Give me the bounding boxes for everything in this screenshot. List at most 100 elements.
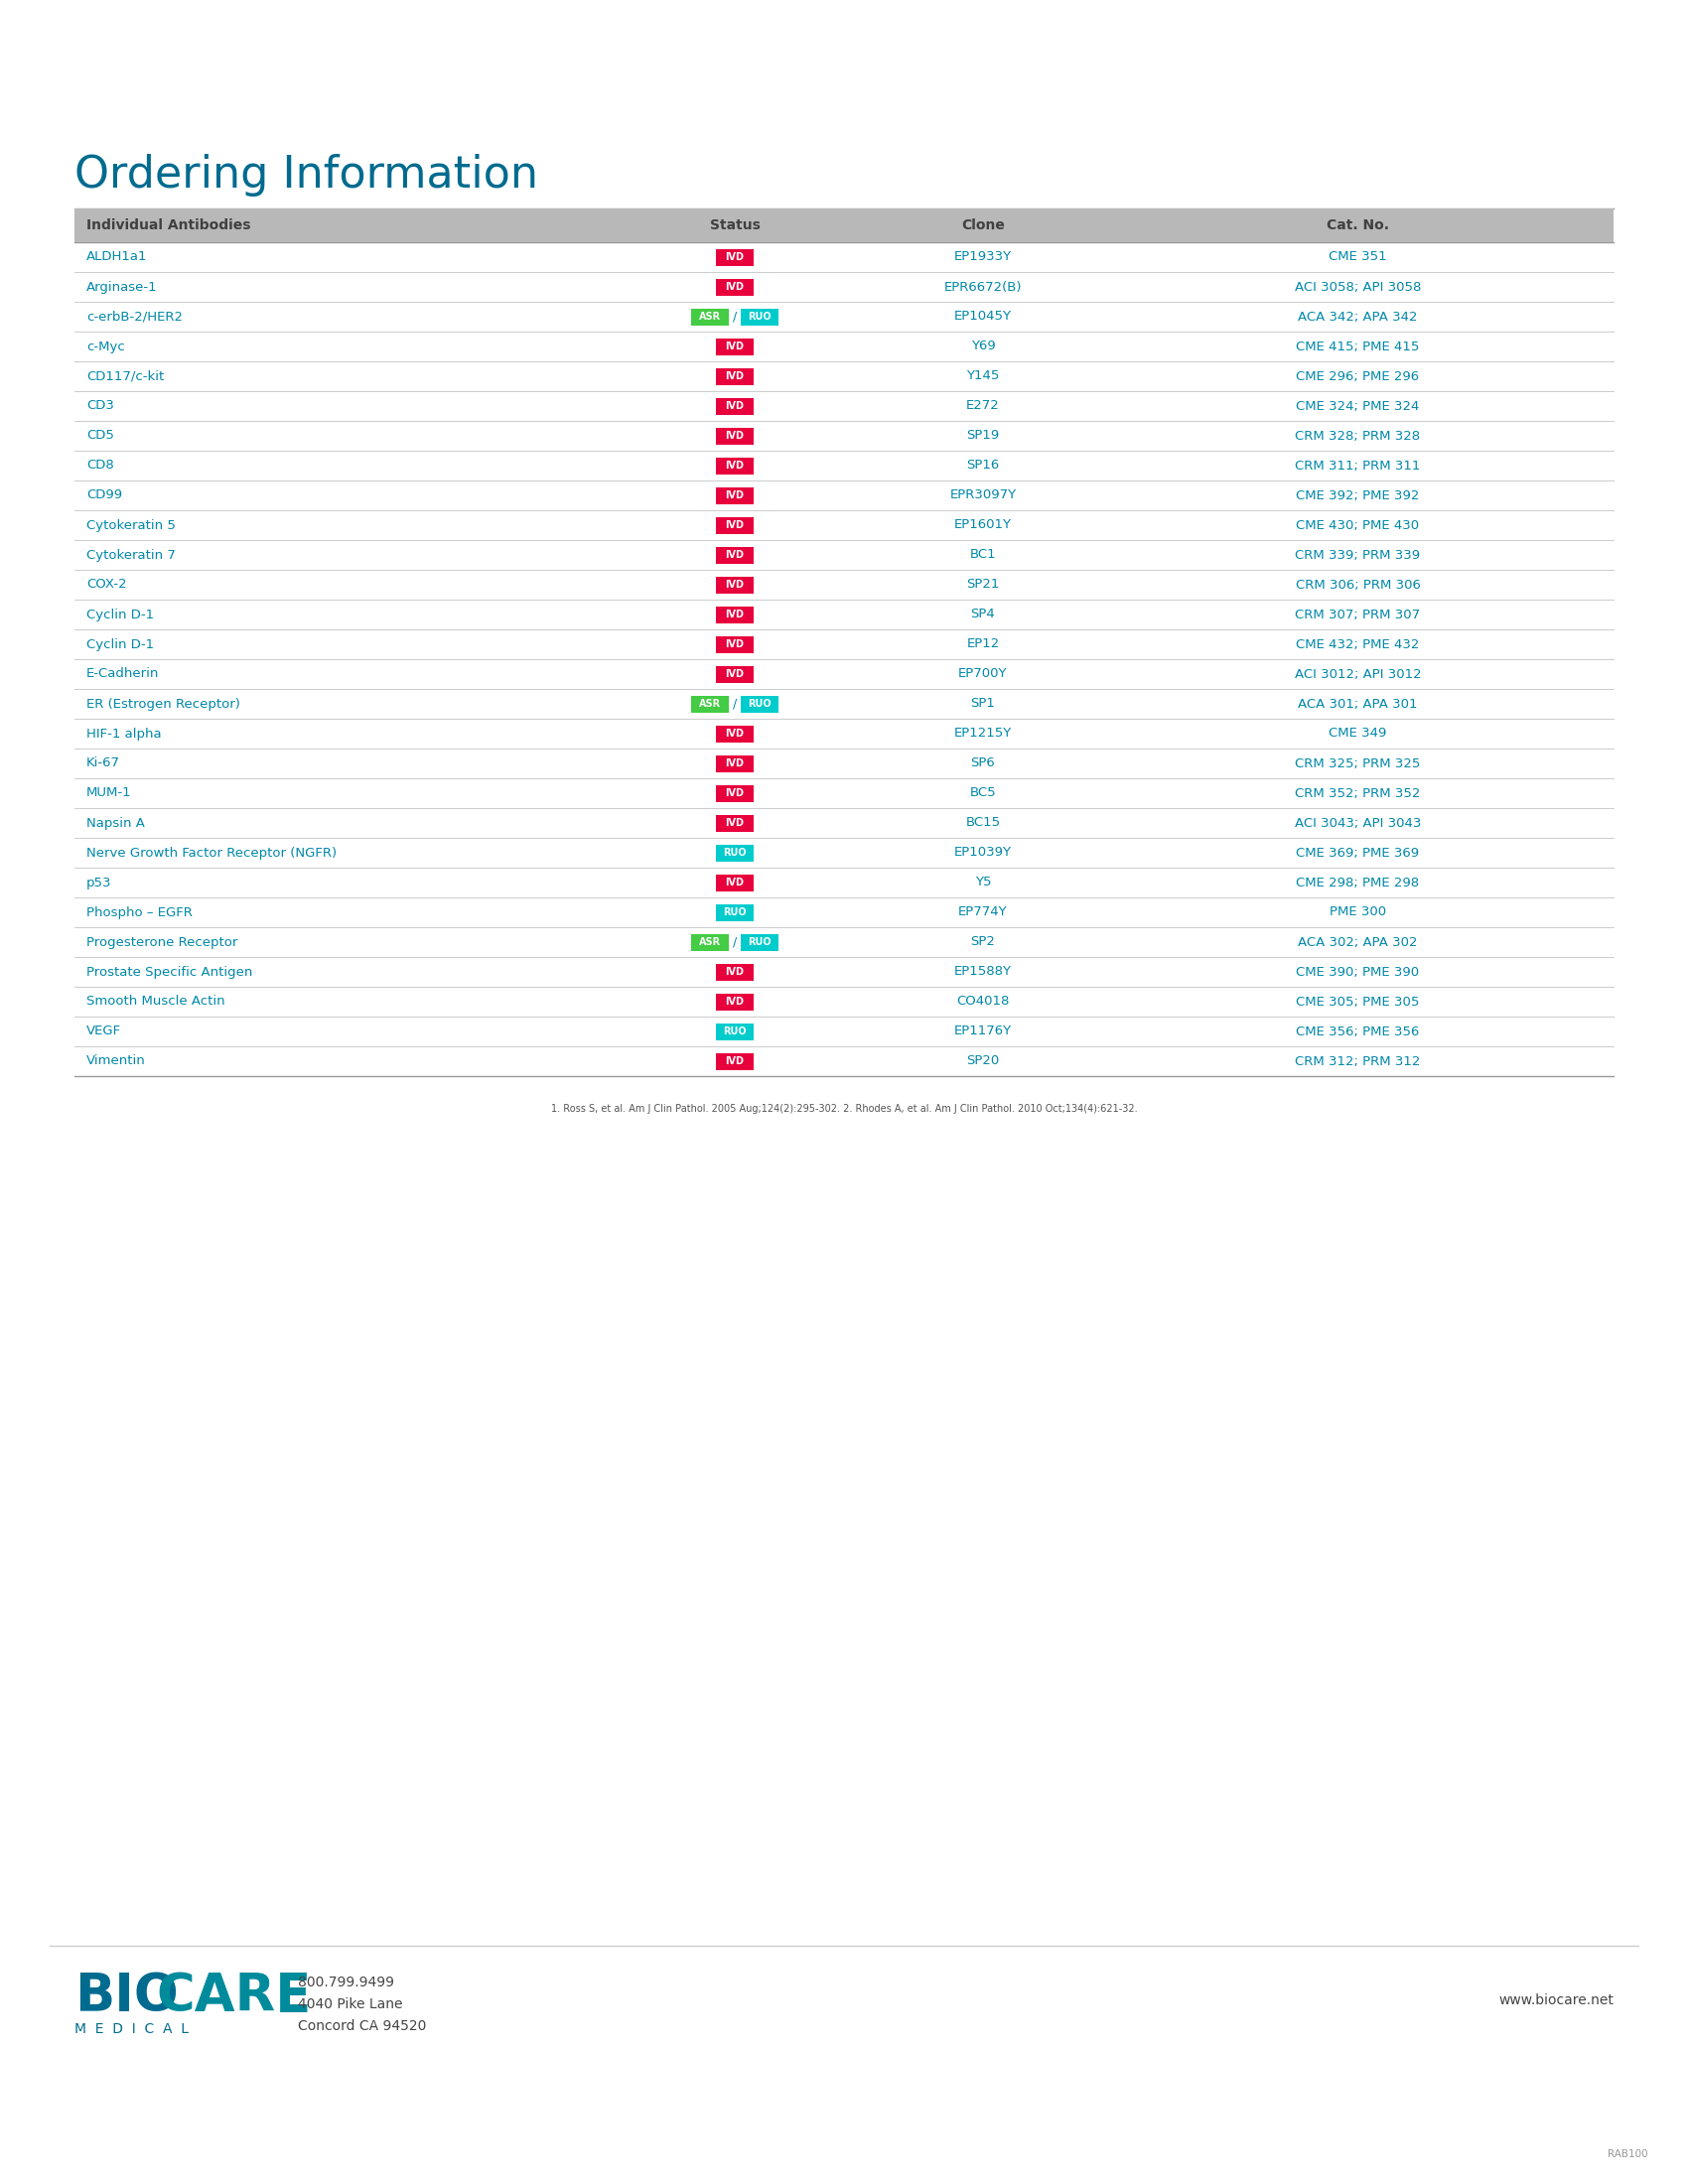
Text: SP20: SP20 <box>967 1055 999 1068</box>
Text: EP1933Y: EP1933Y <box>954 251 1011 264</box>
Text: CRM 306; PRM 306: CRM 306; PRM 306 <box>1295 579 1420 592</box>
Text: CRM 328; PRM 328: CRM 328; PRM 328 <box>1295 430 1421 441</box>
Text: IVD: IVD <box>726 579 744 590</box>
Bar <box>716 249 753 266</box>
Text: HIF-1 alpha: HIF-1 alpha <box>86 727 162 740</box>
Bar <box>716 756 753 771</box>
Bar <box>716 666 753 681</box>
Bar <box>741 308 778 325</box>
Text: EPR6672(B): EPR6672(B) <box>944 280 1021 293</box>
Bar <box>716 397 753 415</box>
Text: c-erbB-2/HER2: c-erbB-2/HER2 <box>86 310 182 323</box>
Text: VEGF: VEGF <box>86 1024 122 1037</box>
Text: IVD: IVD <box>726 461 744 470</box>
Text: COX-2: COX-2 <box>86 579 127 592</box>
Text: PME 300: PME 300 <box>1330 906 1386 919</box>
Bar <box>716 518 753 533</box>
Text: /: / <box>733 697 738 710</box>
Text: CO4018: CO4018 <box>957 996 1009 1009</box>
Text: IVD: IVD <box>726 819 744 828</box>
Text: Clone: Clone <box>960 218 1004 232</box>
Bar <box>716 994 753 1009</box>
Text: EP1045Y: EP1045Y <box>954 310 1011 323</box>
Text: CME 415; PME 415: CME 415; PME 415 <box>1296 341 1420 354</box>
Text: IVD: IVD <box>726 402 744 411</box>
Bar <box>690 935 729 950</box>
Text: M  E  D  I  C  A  L: M E D I C A L <box>74 2022 189 2035</box>
Text: ASR: ASR <box>699 312 721 321</box>
Text: EP1215Y: EP1215Y <box>954 727 1011 740</box>
Text: SP1: SP1 <box>971 697 996 710</box>
Text: Nerve Growth Factor Receptor (NGFR): Nerve Growth Factor Receptor (NGFR) <box>86 845 336 858</box>
Bar <box>716 845 753 860</box>
Bar <box>716 367 753 384</box>
Bar <box>716 428 753 443</box>
Text: /: / <box>733 310 738 323</box>
Text: IVD: IVD <box>726 520 744 531</box>
Text: BIO: BIO <box>74 1970 179 2022</box>
Bar <box>716 963 753 981</box>
Bar <box>716 784 753 802</box>
Text: IVD: IVD <box>726 251 744 262</box>
Text: ALDH1a1: ALDH1a1 <box>86 251 147 264</box>
Text: RUO: RUO <box>722 1026 746 1037</box>
Text: CME 392; PME 392: CME 392; PME 392 <box>1296 489 1420 502</box>
Bar <box>716 636 753 653</box>
Text: SP16: SP16 <box>967 459 999 472</box>
Text: Ki-67: Ki-67 <box>86 758 120 771</box>
Text: IVD: IVD <box>726 758 744 769</box>
Text: c-Myc: c-Myc <box>86 341 125 354</box>
Text: 4040 Pike Lane: 4040 Pike Lane <box>297 1998 403 2011</box>
Bar <box>74 207 1614 242</box>
Text: CME 356; PME 356: CME 356; PME 356 <box>1296 1024 1420 1037</box>
Text: CARE: CARE <box>155 1970 311 2022</box>
Text: BC15: BC15 <box>966 817 1001 830</box>
Text: BC1: BC1 <box>971 548 996 561</box>
Bar <box>716 339 753 354</box>
Text: CME 351: CME 351 <box>1328 251 1388 264</box>
Bar <box>716 874 753 891</box>
Text: RUO: RUO <box>748 937 771 948</box>
Bar <box>716 546 753 563</box>
Bar <box>741 935 778 950</box>
Bar <box>716 277 753 295</box>
Text: CRM 352; PRM 352: CRM 352; PRM 352 <box>1295 786 1421 799</box>
Text: IVD: IVD <box>726 282 744 293</box>
Text: IVD: IVD <box>726 788 744 797</box>
Text: Cytokeratin 7: Cytokeratin 7 <box>86 548 176 561</box>
Text: CRM 311; PRM 311: CRM 311; PRM 311 <box>1295 459 1421 472</box>
Text: MUM-1: MUM-1 <box>86 786 132 799</box>
Text: SP2: SP2 <box>971 935 996 948</box>
Text: RAB100: RAB100 <box>1609 2149 1647 2160</box>
Text: Cyclin D-1: Cyclin D-1 <box>86 607 154 620</box>
Text: ACA 301; APA 301: ACA 301; APA 301 <box>1298 697 1418 710</box>
Bar <box>716 605 753 622</box>
Text: ACI 3012; API 3012: ACI 3012; API 3012 <box>1295 668 1421 681</box>
Text: ACA 342; APA 342: ACA 342; APA 342 <box>1298 310 1418 323</box>
Text: IVD: IVD <box>726 640 744 649</box>
Text: EP1588Y: EP1588Y <box>954 965 1011 978</box>
Text: RUO: RUO <box>748 312 771 321</box>
Text: CRM 325; PRM 325: CRM 325; PRM 325 <box>1295 758 1421 771</box>
Text: CME 432; PME 432: CME 432; PME 432 <box>1296 638 1420 651</box>
Bar <box>716 487 753 505</box>
Text: IVD: IVD <box>726 878 744 887</box>
Text: CRM 312; PRM 312: CRM 312; PRM 312 <box>1295 1055 1421 1068</box>
Text: ACA 302; APA 302: ACA 302; APA 302 <box>1298 935 1418 948</box>
Text: EP1601Y: EP1601Y <box>954 520 1011 531</box>
Text: RUO: RUO <box>748 699 771 710</box>
Text: Status: Status <box>709 218 760 232</box>
Text: Cat. No.: Cat. No. <box>1327 218 1389 232</box>
Text: 1. Ross S, et al. Am J Clin Pathol. 2005 Aug;124(2):295-302. 2. Rhodes A, et al.: 1. Ross S, et al. Am J Clin Pathol. 2005… <box>550 1103 1138 1114</box>
Text: CD5: CD5 <box>86 430 115 441</box>
Bar <box>716 1022 753 1040</box>
Text: CME 430; PME 430: CME 430; PME 430 <box>1296 520 1420 531</box>
Text: CME 296; PME 296: CME 296; PME 296 <box>1296 369 1420 382</box>
Text: Prostate Specific Antigen: Prostate Specific Antigen <box>86 965 253 978</box>
Text: EPR3097Y: EPR3097Y <box>950 489 1016 502</box>
Text: Phospho – EGFR: Phospho – EGFR <box>86 906 192 919</box>
Text: EP1039Y: EP1039Y <box>954 845 1011 858</box>
Bar <box>716 456 753 474</box>
Text: EP774Y: EP774Y <box>959 906 1008 919</box>
Text: IVD: IVD <box>726 609 744 620</box>
